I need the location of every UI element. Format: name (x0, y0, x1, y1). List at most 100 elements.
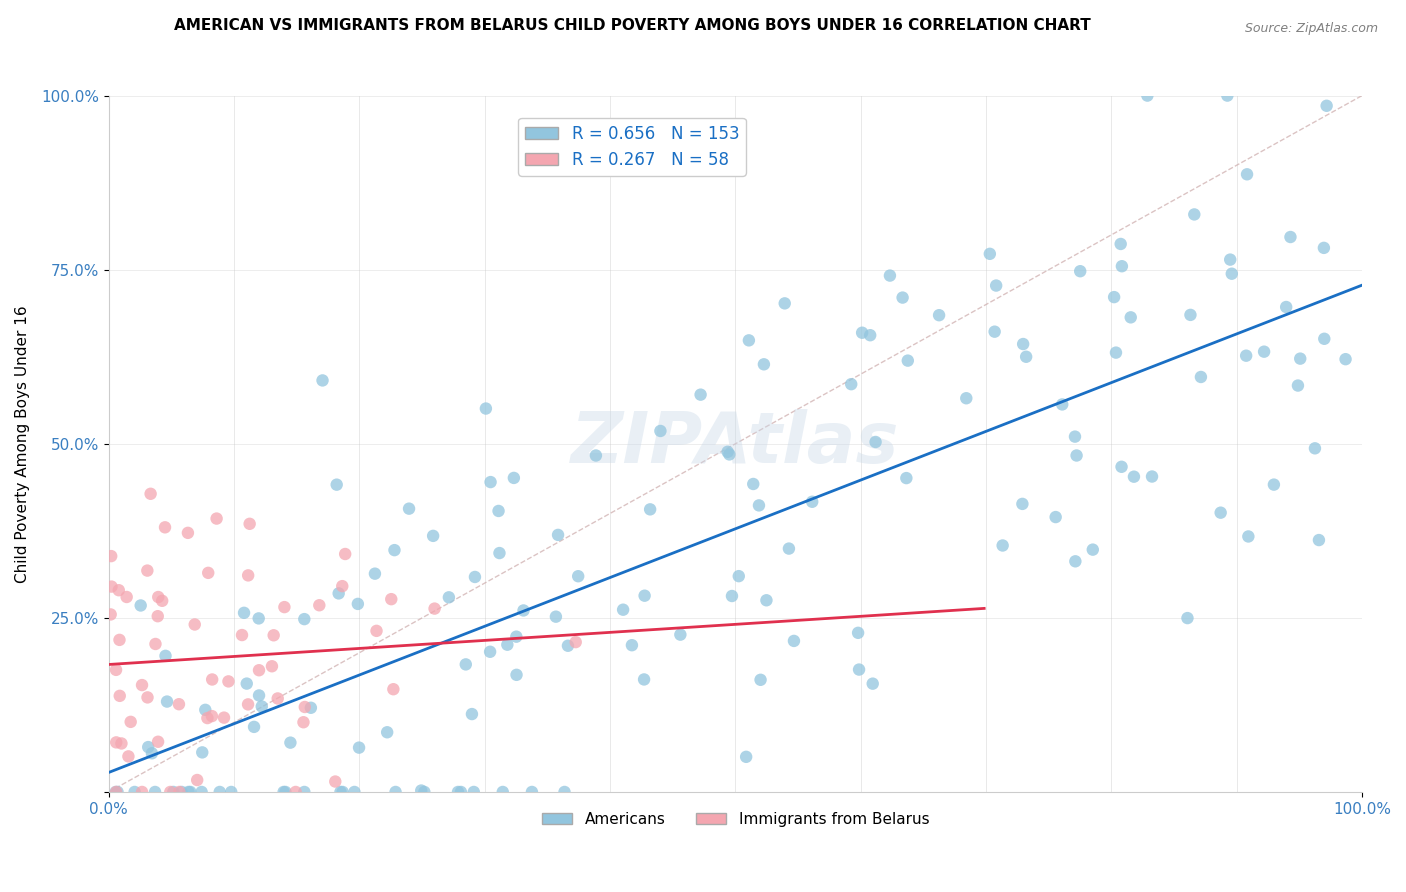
Americans (162, 785, 184, 799)
Americans (461, 707, 484, 722)
Americans (1064, 554, 1087, 568)
Americans (1011, 497, 1033, 511)
Americans (329, 785, 352, 799)
Immigrants from Belarus (186, 772, 208, 787)
Americans (689, 387, 711, 401)
Legend: Americans, Immigrants from Belarus: Americans, Immigrants from Belarus (536, 805, 935, 833)
Americans (1237, 529, 1260, 543)
Americans (612, 603, 634, 617)
Americans (347, 740, 370, 755)
Text: AMERICAN VS IMMIGRANTS FROM BELARUS CHILD POVERTY AMONG BOYS UNDER 16 CORRELATIO: AMERICAN VS IMMIGRANTS FROM BELARUS CHIL… (174, 18, 1091, 33)
Americans (633, 673, 655, 687)
Immigrants from Belarus (323, 774, 346, 789)
Immigrants from Belarus (366, 624, 388, 638)
Immigrants from Belarus (238, 568, 260, 582)
Americans (398, 501, 420, 516)
Immigrants from Belarus (100, 580, 122, 594)
Americans (879, 268, 901, 283)
Americans (748, 499, 770, 513)
Americans (1119, 310, 1142, 325)
Immigrants from Belarus (197, 711, 219, 725)
Americans (738, 334, 761, 348)
Americans (156, 695, 179, 709)
Americans (1045, 510, 1067, 524)
Americans (755, 593, 778, 607)
Americans (464, 570, 486, 584)
Immigrants from Belarus (146, 735, 169, 749)
Americans (422, 529, 444, 543)
Americans (325, 477, 347, 491)
Americans (1234, 349, 1257, 363)
Immigrants from Belarus (100, 549, 122, 563)
Americans (170, 785, 193, 799)
Americans (129, 599, 152, 613)
Americans (1177, 611, 1199, 625)
Immigrants from Belarus (380, 592, 402, 607)
Immigrants from Belarus (217, 674, 239, 689)
Americans (752, 357, 775, 371)
Americans (454, 657, 477, 672)
Americans (955, 391, 977, 405)
Americans (107, 785, 129, 799)
Americans (1275, 300, 1298, 314)
Americans (1313, 241, 1336, 255)
Americans (1050, 397, 1073, 411)
Americans (742, 477, 765, 491)
Americans (488, 504, 510, 518)
Americans (1180, 308, 1202, 322)
Immigrants from Belarus (247, 663, 270, 677)
Americans (411, 783, 433, 797)
Americans (413, 785, 436, 799)
Americans (512, 603, 534, 617)
Americans (447, 785, 470, 799)
Americans (1012, 337, 1035, 351)
Americans (292, 785, 315, 799)
Americans (1105, 345, 1128, 359)
Americans (1289, 351, 1312, 366)
Americans (620, 638, 643, 652)
Americans (1303, 442, 1326, 456)
Americans (1216, 88, 1239, 103)
Americans (143, 785, 166, 799)
Americans (862, 676, 884, 690)
Immigrants from Belarus (100, 607, 122, 622)
Americans (1313, 332, 1336, 346)
Immigrants from Belarus (105, 735, 128, 749)
Immigrants from Belarus (131, 785, 153, 799)
Americans (1209, 506, 1232, 520)
Americans (311, 373, 333, 387)
Americans (177, 785, 200, 799)
Y-axis label: Child Poverty Among Boys Under 16: Child Poverty Among Boys Under 16 (15, 305, 30, 582)
Immigrants from Belarus (136, 690, 159, 705)
Americans (1182, 207, 1205, 221)
Immigrants from Belarus (108, 632, 131, 647)
Americans (991, 539, 1014, 553)
Immigrants from Belarus (167, 697, 190, 711)
Americans (554, 785, 576, 799)
Americans (520, 785, 543, 799)
Americans (846, 625, 869, 640)
Americans (1316, 99, 1339, 113)
Immigrants from Belarus (212, 711, 235, 725)
Americans (778, 541, 800, 556)
Americans (124, 785, 146, 799)
Americans (1111, 459, 1133, 474)
Americans (463, 785, 485, 799)
Americans (839, 377, 862, 392)
Immigrants from Belarus (292, 715, 315, 730)
Americans (669, 627, 692, 641)
Americans (437, 591, 460, 605)
Americans (243, 720, 266, 734)
Immigrants from Belarus (239, 516, 262, 531)
Immigrants from Belarus (159, 785, 181, 799)
Americans (1334, 352, 1357, 367)
Americans (1263, 477, 1285, 491)
Americans (1109, 236, 1132, 251)
Americans (859, 328, 882, 343)
Americans (1219, 252, 1241, 267)
Immigrants from Belarus (267, 691, 290, 706)
Americans (1279, 230, 1302, 244)
Americans (735, 749, 758, 764)
Americans (141, 746, 163, 760)
Americans (1236, 167, 1258, 181)
